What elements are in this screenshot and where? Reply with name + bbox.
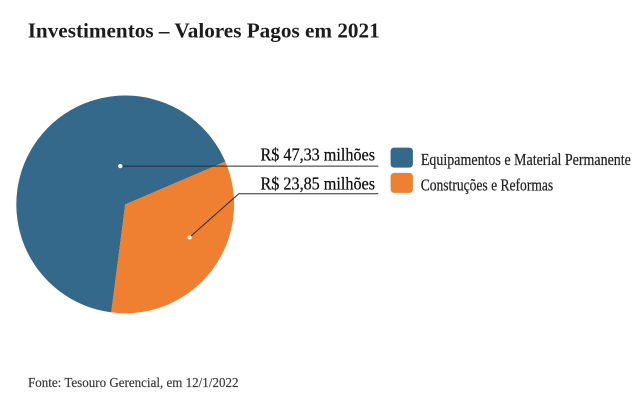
svg-text:R$ 47,33 milhões: R$ 47,33 milhões xyxy=(261,145,376,165)
svg-text:R$ 23,85 milhões: R$ 23,85 milhões xyxy=(261,174,376,194)
svg-text:Fonte: Tesouro Gerencial, em 1: Fonte: Tesouro Gerencial, em 12/1/2022 xyxy=(28,375,239,390)
svg-text:Investimentos – Valores Pagos: Investimentos – Valores Pagos em 2021 xyxy=(28,19,380,43)
svg-text:Equipamentos e Material Perman: Equipamentos e Material Permanente xyxy=(421,150,631,169)
svg-text:Construções e Reformas: Construções e Reformas xyxy=(421,175,554,194)
